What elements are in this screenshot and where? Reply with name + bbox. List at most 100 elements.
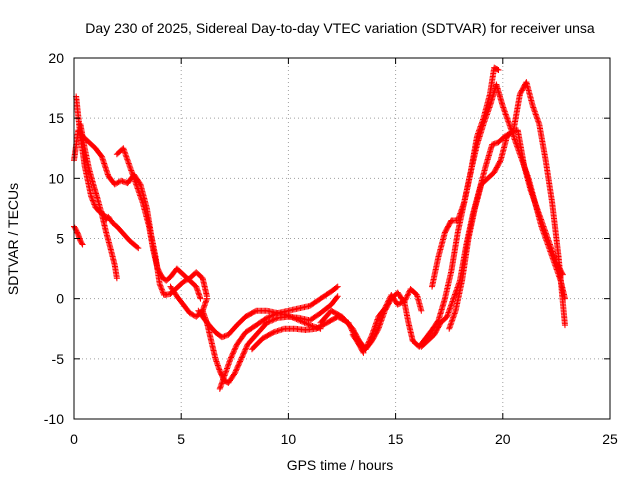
data-point-plus: [292, 315, 299, 322]
data-point-plus: [298, 318, 305, 325]
data-point-plus: [231, 346, 238, 353]
data-point-plus: [230, 349, 237, 356]
data-point-plus: [180, 278, 187, 285]
data-point-plus: [383, 302, 390, 309]
data-point-plus: [495, 67, 502, 74]
y-tick-label: -10: [44, 411, 64, 427]
x-axis-label: GPS time / hours: [287, 457, 394, 473]
data-point-plus: [334, 293, 341, 300]
data-point-plus: [294, 316, 301, 323]
x-tick-label: 15: [388, 431, 404, 447]
series-arc-4: [73, 93, 142, 252]
data-point-plus: [88, 193, 95, 200]
data-point-plus: [333, 294, 340, 301]
data-point-plus: [364, 340, 371, 347]
data-point-plus: [91, 201, 98, 208]
data-point-plus: [232, 345, 239, 352]
data-point-plus: [113, 180, 120, 187]
data-point-plus: [113, 275, 120, 282]
data-point-plus: [404, 292, 411, 299]
data-point-plus: [232, 368, 239, 375]
data-point-plus: [241, 347, 248, 354]
data-point-plus: [203, 295, 210, 302]
data-point-plus: [288, 313, 295, 320]
chart-title: Day 230 of 2025, Sidereal Day-to-day VTE…: [85, 20, 595, 36]
data-point-plus: [365, 339, 372, 346]
grid-lines: [74, 58, 610, 419]
y-axis-label: SDTVAR / TECUs: [5, 183, 21, 295]
data-point-plus: [290, 314, 297, 321]
data-point-plus: [239, 353, 246, 360]
data-point-plus: [237, 357, 244, 364]
data-point-plus: [302, 320, 309, 327]
data-point-plus: [305, 321, 312, 328]
data-point-plus: [385, 298, 392, 305]
data-point-plus: [115, 179, 122, 186]
data-point-plus: [238, 355, 245, 362]
data-point-plus: [234, 363, 241, 370]
data-point-plus: [159, 287, 166, 294]
data-point-plus: [158, 285, 165, 292]
data-point-plus: [229, 351, 236, 358]
data-point-plus: [497, 158, 504, 165]
series-arc-3: [71, 223, 86, 248]
y-tick-label: -5: [52, 351, 65, 367]
x-tick-label: 0: [70, 431, 78, 447]
data-point-plus: [158, 286, 165, 293]
data-point-plus: [157, 282, 164, 289]
axis-ticks: 0 5 10 15 20 25 -10 -5 0 5 10 15 20: [44, 50, 618, 447]
data-point-plus: [360, 349, 367, 356]
data-point-plus: [293, 316, 300, 323]
data-point-plus: [285, 312, 292, 319]
data-point-plus: [89, 196, 96, 203]
data-point-plus: [240, 350, 247, 357]
data-point-plus: [78, 240, 85, 247]
data-point-plus: [234, 365, 241, 372]
data-point-plus: [237, 358, 244, 365]
data-point-plus: [296, 317, 303, 324]
data-point-plus: [382, 303, 389, 310]
data-marks: [71, 64, 568, 392]
data-point-plus: [252, 308, 259, 315]
data-point-plus: [230, 371, 237, 378]
y-tick-label: 20: [48, 50, 64, 66]
series-arc-6: [167, 283, 210, 320]
data-point-plus: [334, 283, 341, 290]
data-point-plus: [266, 313, 273, 320]
data-point-plus: [232, 344, 239, 351]
data-point-plus: [197, 295, 204, 302]
data-point-plus: [241, 349, 248, 356]
data-point-plus: [181, 278, 188, 285]
y-tick-label: 10: [48, 170, 64, 186]
data-point-plus: [243, 344, 250, 351]
data-point-plus: [265, 314, 272, 321]
data-point-plus: [304, 320, 311, 327]
x-tick-label: 20: [495, 431, 511, 447]
data-point-plus: [231, 347, 238, 354]
data-point-plus: [236, 359, 243, 366]
data-point-plus: [286, 313, 293, 320]
data-point-plus: [88, 194, 95, 201]
series-arc-1: [71, 127, 210, 300]
data-point-plus: [383, 301, 390, 308]
series-arc-13: [409, 81, 568, 350]
data-point-plus: [418, 307, 425, 314]
series-arc-5: [113, 145, 204, 302]
data-point-plus: [397, 300, 404, 307]
data-point-plus: [188, 310, 195, 317]
data-point-plus: [367, 335, 374, 342]
data-point-plus: [364, 342, 371, 349]
data-point-plus: [301, 319, 308, 326]
data-point-plus: [135, 245, 142, 252]
x-tick-label: 25: [602, 431, 618, 447]
data-point-plus: [233, 366, 240, 373]
data-point-plus: [363, 344, 370, 351]
x-tick-label: 5: [177, 431, 185, 447]
series-arc-15: [446, 79, 568, 332]
data-point-plus: [394, 301, 401, 308]
data-point-plus: [114, 179, 121, 186]
data-point-plus: [269, 330, 276, 337]
data-point-plus: [228, 354, 235, 361]
series-arc-8: [216, 283, 341, 392]
